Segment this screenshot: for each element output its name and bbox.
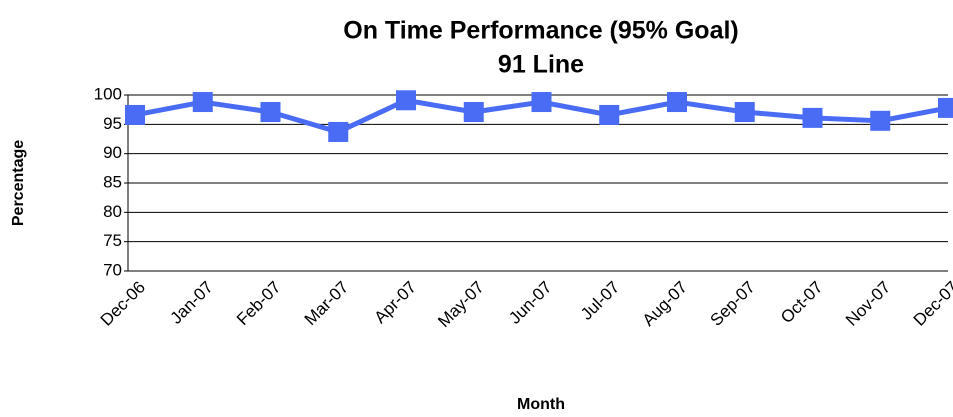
y-tick-label: 75 (103, 231, 122, 250)
marker (463, 102, 484, 123)
x-tick-label: Jan-07 (167, 278, 217, 328)
marker (125, 104, 145, 125)
x-tick-label: Mar-07 (301, 278, 353, 330)
x-tick-label: Jun-07 (505, 278, 555, 328)
y-tick-label: 95 (103, 114, 122, 133)
x-tick-label: Feb-07 (233, 278, 285, 330)
x-axis-label: Month (517, 396, 565, 413)
chart-subtitle: 91 Line (498, 51, 584, 79)
x-tick-label: Dec-06 (97, 278, 149, 330)
marker (192, 92, 213, 113)
marker (531, 92, 552, 113)
marker (938, 97, 953, 118)
y-axis-label: Percentage (10, 140, 27, 226)
marker (396, 90, 416, 111)
y-tick-label: 80 (103, 202, 122, 221)
marker (870, 110, 891, 131)
x-tick-label: May-07 (434, 278, 488, 332)
y-tick-label: 100 (94, 84, 122, 103)
marker (667, 92, 687, 113)
y-tick-label: 90 (103, 143, 122, 162)
marker (599, 104, 620, 125)
y-tick-label: 85 (103, 172, 122, 191)
marker (802, 107, 823, 128)
marker (328, 121, 349, 142)
x-tick-label: Jul-07 (577, 278, 623, 324)
x-tick-label: Oct-07 (777, 278, 827, 328)
x-tick-label: Aug-07 (639, 278, 691, 330)
x-tick-label: Sep-07 (707, 278, 759, 330)
x-tick-label: Nov-07 (842, 278, 894, 330)
x-tick-label: Apr-07 (370, 278, 420, 328)
y-tick-label: 70 (103, 260, 122, 279)
marker (260, 102, 281, 123)
x-tick-label: Dec-07 (910, 278, 953, 330)
marker (734, 102, 755, 123)
chart-title: On Time Performance (95% Goal) (343, 17, 739, 45)
